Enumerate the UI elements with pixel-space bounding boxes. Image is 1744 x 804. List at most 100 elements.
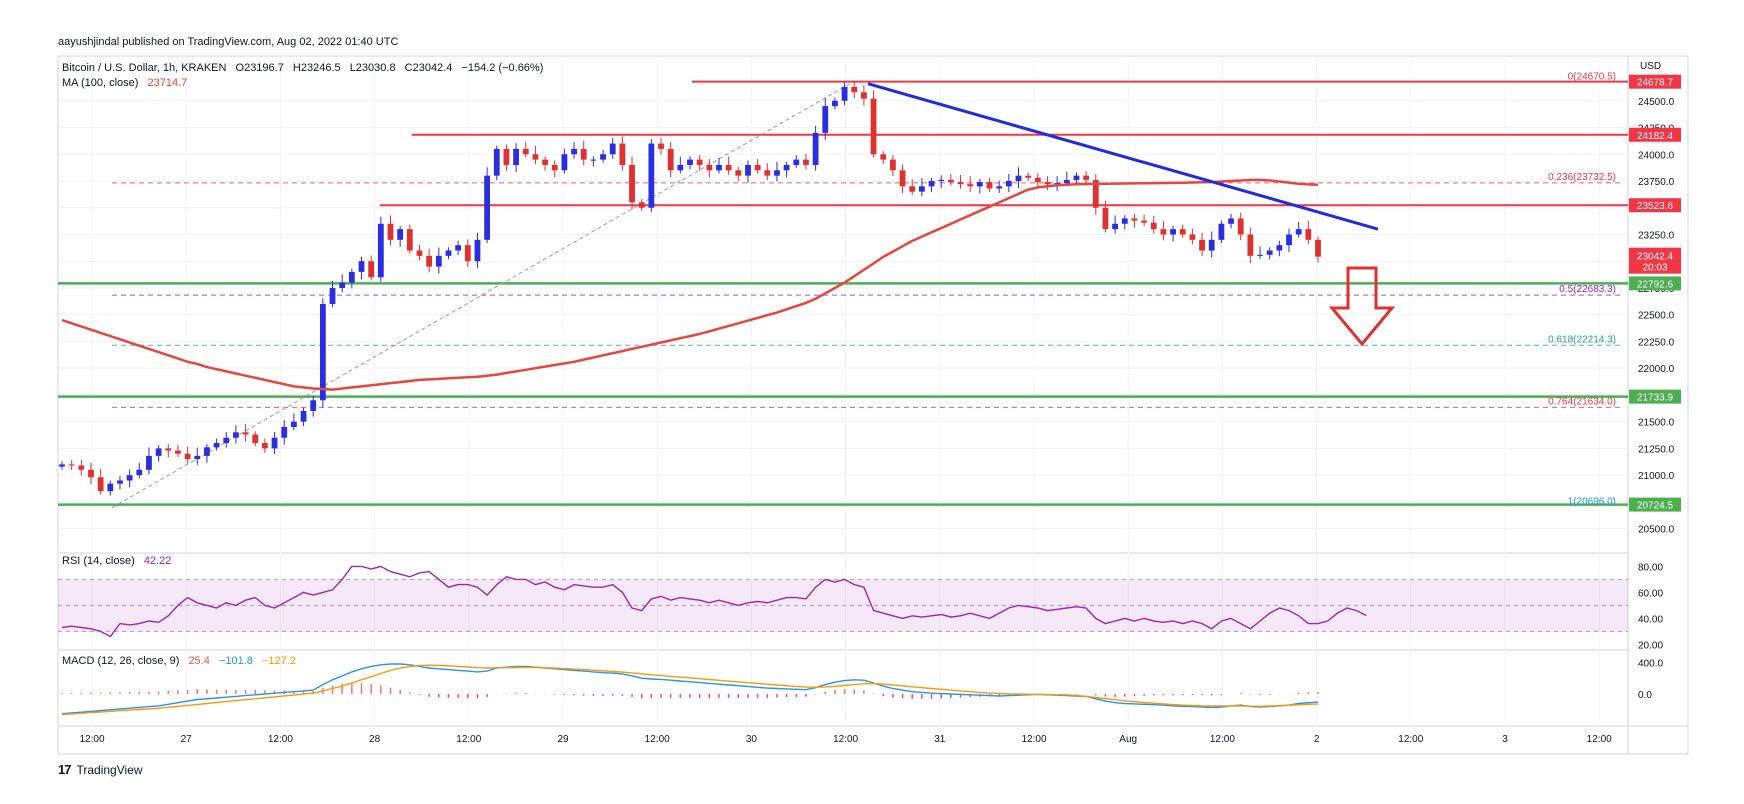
candle-body: [745, 164, 751, 176]
rsi-tick-label: 40.00: [1638, 614, 1663, 625]
candle-body: [899, 170, 906, 187]
time-tick-label: 28: [369, 734, 381, 745]
rsi-tick-label: 20.00: [1638, 640, 1663, 651]
candle-body: [976, 182, 983, 187]
macd-histogram: [61, 682, 1319, 699]
candle-body: [706, 164, 713, 171]
down-arrow-annotation: [1328, 266, 1396, 347]
candle-body: [165, 448, 172, 451]
candle-body: [377, 223, 384, 278]
candle-body: [435, 255, 442, 267]
candle-body: [551, 164, 558, 171]
publisher-line: aayushjindal published on TradingView.co…: [58, 36, 399, 48]
time-tick-label: 12:00: [268, 734, 293, 745]
macd-line: [61, 663, 1319, 715]
time-tick-label: 12:00: [833, 734, 858, 745]
candle-body: [938, 179, 945, 181]
fib-label: 1(20696.0): [1568, 497, 1616, 508]
candle-body: [117, 480, 123, 484]
rsi-axis: 80.00 60.00 40.00 20.00: [1638, 562, 1663, 651]
fib-label: 0.5(22683.3): [1559, 284, 1616, 295]
candle-body: [542, 159, 548, 165]
level-tag-bg: [1629, 74, 1681, 89]
candle-body: [503, 148, 510, 165]
candle-body: [387, 223, 394, 240]
price-tick-label: 20500.0: [1638, 525, 1675, 536]
time-tick-label: 12:00: [456, 734, 481, 745]
tradingview-footer[interactable]: 17 TradingView: [58, 762, 143, 777]
candle-body: [1054, 183, 1061, 185]
time-tick-label: 31: [934, 734, 946, 745]
candle-body: [1121, 218, 1128, 224]
fib-label: 0.764(21634.0): [1548, 396, 1616, 407]
candle-body: [861, 92, 867, 99]
candle-body: [1015, 175, 1022, 181]
fibonacci-levels: 0(24670.5) 0.236(23732.5) 0.5(22683.3) 0.61…: [112, 72, 1620, 508]
ma-legend: MA (100, close) 23714.7: [62, 77, 187, 89]
level-tag-label: 21733.9: [1637, 393, 1674, 404]
macd-tick-label: 0.0: [1638, 690, 1652, 701]
candle-body: [1005, 181, 1012, 187]
candle-body: [464, 245, 471, 262]
candle-body: [252, 434, 259, 444]
candle-body: [455, 245, 462, 251]
candle-body: [1315, 239, 1321, 257]
candle-body: [88, 469, 94, 478]
tradingview-logo-icon: 17: [58, 762, 72, 777]
candle-body: [397, 229, 404, 240]
chart-frame: [57, 55, 1689, 755]
candle-body: [1189, 234, 1196, 240]
candle-body: [68, 464, 75, 466]
candle-body: [368, 261, 375, 278]
symbol-legend: Bitcoin / U.S. Dollar, 1h, KRAKEN O23196…: [62, 62, 543, 74]
candle-body: [967, 184, 974, 187]
candle-body: [590, 159, 597, 161]
current-price-label: 23042.4: [1637, 252, 1674, 263]
candle-body: [638, 202, 645, 208]
time-tick-label: 12:00: [1398, 734, 1423, 745]
candle-body: [1141, 220, 1147, 223]
candle-body: [513, 148, 519, 165]
candle-body: [426, 255, 433, 267]
candle-body: [290, 421, 297, 427]
candle-body: [1083, 175, 1090, 180]
tradingview-brand: TradingView: [76, 762, 143, 777]
candle-body: [1073, 175, 1080, 180]
candle-body: [1102, 207, 1109, 230]
candle-body: [667, 148, 674, 171]
candle-body: [146, 455, 152, 470]
time-tick-label: 12:00: [1210, 734, 1235, 745]
candle-body: [696, 159, 703, 165]
price-tick-label: 21000.0: [1638, 471, 1675, 482]
bearish-trendline: [867, 82, 1379, 231]
candle-body: [204, 447, 210, 456]
candle-body: [687, 159, 693, 165]
candle-body: [1237, 218, 1244, 235]
candle-body: [136, 469, 143, 476]
level-tag-label: 24182.4: [1637, 131, 1674, 142]
candle-body: [484, 175, 491, 240]
time-tick-label: 29: [557, 734, 569, 745]
price-tick-label: 24500.0: [1638, 97, 1675, 108]
candle-body: [310, 400, 317, 411]
level-tag-bg: [1629, 198, 1681, 213]
currency-label: USD: [1640, 61, 1661, 72]
price-tick-label: 23250.0: [1638, 230, 1675, 241]
candle-body: [957, 182, 964, 185]
candle-body: [493, 148, 500, 176]
candle-body: [870, 98, 877, 155]
macd-axis: 400.0 0.0: [1638, 658, 1663, 701]
candle-body: [658, 143, 664, 149]
candle-body: [348, 271, 355, 283]
time-tick-label: 12:00: [645, 734, 670, 745]
candle-body: [1305, 229, 1312, 240]
candle-body: [261, 443, 268, 449]
candle-body: [1266, 250, 1273, 255]
fib-label: 0.236(23732.5): [1548, 172, 1616, 183]
candle-body: [880, 154, 887, 160]
candle-body: [561, 154, 568, 171]
candle-body: [996, 186, 1003, 189]
time-tick-label: 12:00: [79, 734, 104, 745]
candle-body: [1034, 177, 1041, 183]
